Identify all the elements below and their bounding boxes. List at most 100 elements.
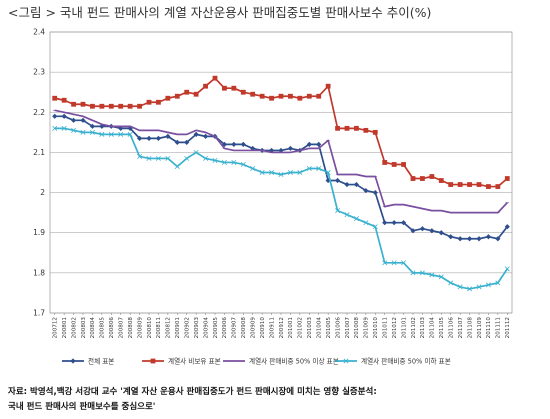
data-point <box>372 224 378 230</box>
x-tick-label: 201004 <box>317 317 323 339</box>
data-point <box>353 216 359 222</box>
data-point <box>306 141 312 147</box>
data-point <box>344 125 350 131</box>
x-tick-label: 200908 <box>241 317 247 339</box>
x-tick-label: 201012 <box>392 317 398 338</box>
data-point <box>174 163 180 169</box>
x-tick-label: 200909 <box>251 317 257 339</box>
data-point <box>325 83 331 89</box>
y-tick-label: 2.4 <box>33 28 45 37</box>
data-point <box>429 272 435 278</box>
x-tick-label: 201102 <box>411 317 417 338</box>
x-tick-label: 201105 <box>439 317 445 339</box>
x-tick-label: 200808 <box>128 317 134 339</box>
data-point <box>410 270 416 276</box>
data-point <box>457 236 463 242</box>
x-tick-label: 200903 <box>194 317 200 339</box>
data-point <box>202 133 209 139</box>
data-point <box>89 129 95 135</box>
legend-item-affiliate-under-50-sample: 계열사 판매비중 50% 이하 표본 <box>335 356 451 365</box>
data-point <box>80 117 86 123</box>
data-point <box>174 139 180 145</box>
data-point <box>240 161 246 167</box>
data-point <box>240 89 246 95</box>
data-point <box>420 176 425 181</box>
x-tick-label: 200905 <box>213 317 219 339</box>
data-point <box>165 133 171 139</box>
data-point <box>184 89 190 95</box>
data-point <box>448 234 454 240</box>
legend-label: 전체 표본 <box>88 356 114 365</box>
data-point <box>297 95 303 101</box>
data-point <box>316 166 322 171</box>
data-point <box>231 85 237 91</box>
data-point <box>222 85 227 91</box>
data-point <box>429 174 435 179</box>
data-point <box>61 125 67 131</box>
data-point <box>146 99 152 105</box>
data-point <box>316 141 322 147</box>
data-point <box>287 170 293 175</box>
x-tick-label: 201110 <box>486 317 492 339</box>
data-point <box>391 260 397 266</box>
series-no-affiliate-sample <box>52 75 510 189</box>
x-tick-label: 201101 <box>401 317 407 339</box>
data-point <box>401 260 407 266</box>
x-tick-label: 201002 <box>298 317 304 338</box>
x-tick-label: 201107 <box>458 317 464 339</box>
x-tick-label: 201003 <box>307 317 313 339</box>
source-note-line-1: 자료: 박영석,백강 서강대 교수 '계열 자산 운용사 판매집중도가 펀드 판… <box>8 387 377 397</box>
data-point <box>401 162 406 167</box>
y-tick-label: 2.2 <box>33 108 45 117</box>
x-tick-label: 200901 <box>175 317 181 339</box>
data-point <box>457 284 463 290</box>
data-point <box>448 182 454 187</box>
data-point <box>438 178 444 183</box>
x-tick-label: 200801 <box>62 317 68 339</box>
data-point <box>363 127 369 133</box>
legend-label: 계열사 판매비중 50% 이하 표본 <box>361 356 451 365</box>
x-tick-label: 200812 <box>166 317 172 338</box>
data-point <box>136 135 143 141</box>
data-point <box>156 99 161 105</box>
data-point <box>146 155 152 161</box>
y-tick-label: 1.9 <box>33 228 45 237</box>
data-point <box>467 286 473 292</box>
y-tick-label: 2.3 <box>33 68 45 77</box>
series-affiliate-over-50-sample <box>52 109 510 214</box>
data-point <box>438 230 444 236</box>
legend-label: 계열사 비보유 표본 <box>168 356 221 365</box>
data-point <box>495 236 501 242</box>
series-total-sample <box>52 113 510 242</box>
data-point <box>127 103 133 109</box>
data-point <box>325 170 331 175</box>
data-point <box>221 159 227 165</box>
legend-item-total-sample: 전체 표본 <box>62 356 114 365</box>
data-point <box>212 75 218 81</box>
legend-item-no-affiliate-sample: 계열사 비보유 표본 <box>142 356 221 365</box>
data-point <box>391 220 397 226</box>
x-tick-label: 200810 <box>147 317 153 339</box>
x-tick-label: 200907 <box>232 317 238 339</box>
x-tick-label: 201111 <box>496 317 502 339</box>
series-line <box>54 109 508 214</box>
x-tick-label: 201112 <box>505 317 511 338</box>
data-point <box>150 358 156 364</box>
data-point <box>278 172 284 177</box>
data-point <box>438 274 444 280</box>
line-chart: 1.71.81.922.12.22.32.4 200712 200801 20080… <box>33 28 513 365</box>
data-point <box>118 131 124 137</box>
y-tick-label: 1.8 <box>33 268 45 277</box>
data-point <box>344 212 350 218</box>
chart-title: <그림 > 국내 펀드 판매사의 계열 자산운용사 판매집중도별 판매사보수 추… <box>8 5 432 20</box>
data-point <box>212 157 218 163</box>
data-point <box>391 162 397 167</box>
data-point <box>343 358 349 364</box>
data-point <box>287 145 294 152</box>
data-point <box>485 282 491 288</box>
data-point <box>344 181 350 188</box>
x-tick-label: 200811 <box>156 317 162 339</box>
data-point <box>306 166 312 171</box>
data-point <box>127 131 133 137</box>
data-point <box>504 266 510 272</box>
